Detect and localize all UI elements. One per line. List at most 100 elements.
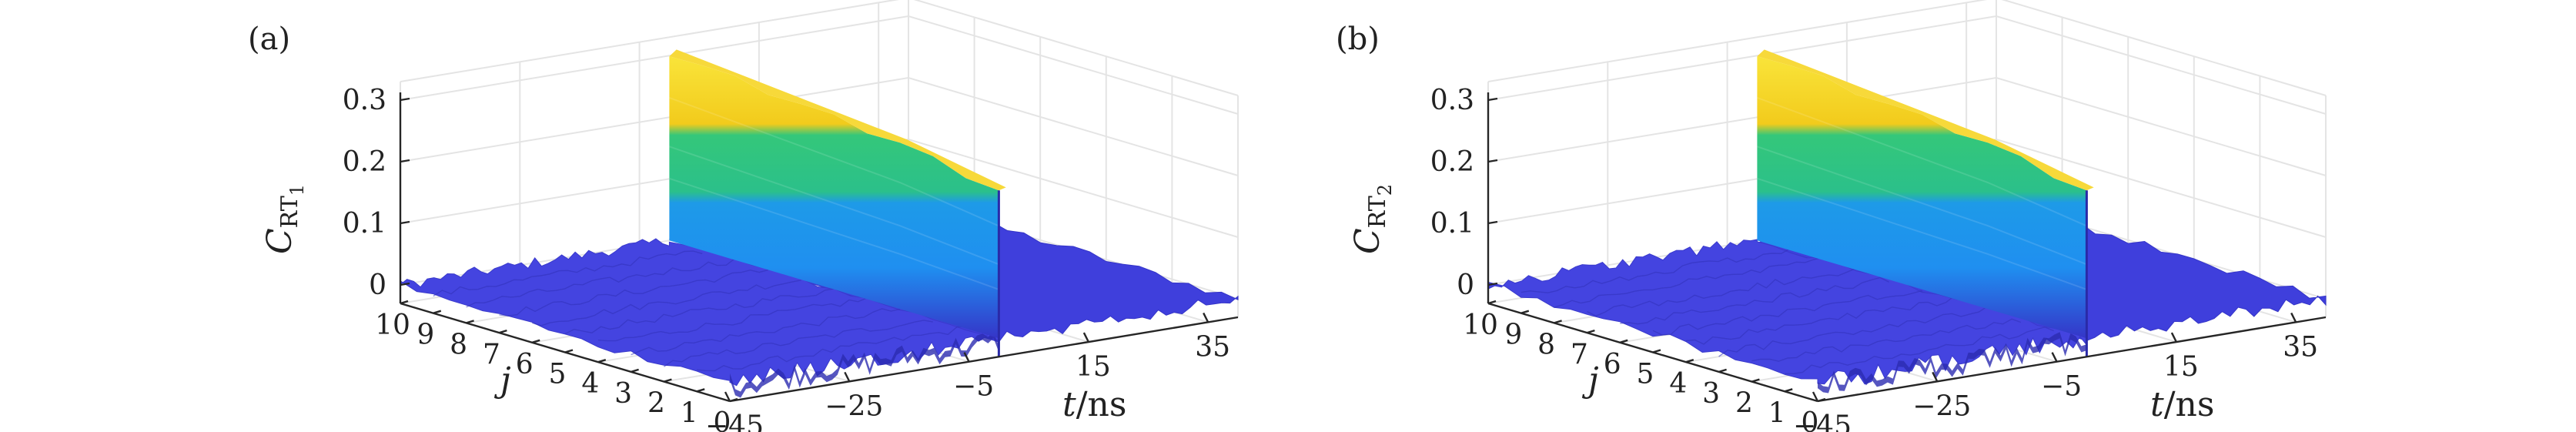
t-tick	[963, 352, 970, 363]
t-ticks: −45 −25 −5 15 35	[1793, 312, 2318, 432]
t-tick-label: −5	[953, 371, 994, 403]
j-tick	[1784, 388, 1793, 393]
t-tick-label: 15	[2163, 351, 2199, 383]
surface-ridge	[1685, 295, 1955, 345]
j-tick-label: 10	[1463, 310, 1498, 341]
surface-ridge	[531, 280, 801, 327]
peak-wall-top	[1757, 49, 2094, 191]
j-tick	[664, 378, 672, 383]
j-tick	[466, 320, 474, 324]
t-axis-line	[729, 316, 1239, 403]
j-tick-label: 2	[647, 388, 665, 420]
t-tick-label: −5	[2041, 371, 2082, 403]
t-tick	[2290, 312, 2297, 323]
j-tick-label: 4	[581, 368, 599, 400]
peak-wall	[669, 56, 999, 339]
gridline	[1487, 0, 2327, 96]
surface-ridge	[433, 250, 703, 297]
j-tick	[531, 339, 540, 343]
gridline	[400, 76, 1239, 176]
gridline	[400, 138, 1239, 238]
t-axis-line	[1817, 316, 2327, 403]
t-tick-label: −45	[1793, 410, 1852, 432]
j-tick-label: 8	[1537, 329, 1555, 360]
surface	[1487, 49, 2327, 393]
z-tick-label: 0.2	[343, 146, 386, 178]
j-tick-label: 10	[375, 310, 410, 341]
j-tick	[597, 359, 607, 363]
j-tick	[564, 349, 574, 353]
j-tick	[499, 329, 507, 334]
peak-band	[1757, 146, 2087, 266]
surface-ridge	[564, 288, 835, 335]
z-ticks: 0 0.1 0.2 0.3	[343, 85, 410, 301]
j-tick	[1685, 359, 1694, 363]
t-tick	[1082, 332, 1089, 343]
j-tick-label: 4	[1669, 368, 1687, 400]
peak-wall	[1757, 56, 2087, 339]
peak-band	[1757, 96, 2087, 227]
z-tick-label: 0	[369, 270, 386, 301]
gridline	[1487, 15, 2327, 115]
surface-ridge	[1521, 248, 1791, 293]
j-tick	[1521, 310, 1530, 314]
j-tick	[400, 300, 409, 305]
surface-ridge	[1652, 290, 1922, 336]
t-tick-label: 15	[1076, 351, 1111, 383]
surface-edge	[730, 332, 999, 398]
surface-ridge	[499, 269, 768, 316]
peak-band	[669, 177, 999, 290]
j-tick-label: 3	[1702, 378, 1720, 410]
j-tick	[696, 388, 705, 393]
t-axis-label: t/ns	[2150, 385, 2214, 424]
surface-ridge	[1785, 327, 2054, 374]
surface-ridge	[1554, 256, 1824, 308]
j-tick	[1652, 349, 1661, 353]
t-ticks: −45 −25 −5 15 35	[705, 312, 1230, 432]
j-tick-label: 5	[1637, 359, 1654, 390]
gridline	[1487, 138, 2327, 238]
t-tick	[2051, 352, 2058, 363]
j-tick-label: 5	[549, 359, 567, 390]
j-tick	[631, 368, 639, 373]
t-tick	[2170, 332, 2177, 343]
gridline	[1487, 76, 2327, 176]
j-tick	[1487, 300, 1497, 305]
z-axis-label: CRT2	[1348, 184, 1396, 254]
surface-ridge	[1587, 267, 1857, 316]
z-tick	[1487, 282, 1498, 286]
gridline	[400, 15, 1239, 115]
t-tick	[1203, 312, 1209, 323]
j-tick-label: 9	[1504, 320, 1522, 351]
z-tick	[1487, 159, 1498, 163]
j-tick-label: 1	[681, 397, 698, 429]
j-tick-label: 7	[483, 339, 500, 370]
j-tick-label: 0	[1802, 407, 1819, 432]
j-tick-label: 2	[1735, 388, 1753, 420]
z-tick-label: 0	[1457, 270, 1474, 301]
j-tick	[1817, 397, 1826, 403]
z-tick-label: 0.3	[343, 85, 386, 116]
gridline	[400, 0, 1239, 96]
j-tick-label: 8	[450, 329, 467, 360]
j-tick-label: 9	[417, 320, 434, 351]
j-tick-label: 6	[516, 349, 534, 380]
t-tick-label: −25	[825, 390, 883, 422]
surface	[400, 49, 1239, 398]
surface-edge	[1818, 332, 2087, 393]
z-tick	[400, 97, 410, 102]
j-tick-label: 1	[1768, 397, 1786, 429]
surface-ridge	[466, 257, 736, 308]
z-axis-label: CRT1	[260, 184, 308, 254]
j-tick-label: 6	[1604, 349, 1621, 380]
peak-band	[669, 96, 999, 227]
j-tick	[1619, 339, 1628, 343]
z-tick	[400, 159, 410, 163]
peak-band	[1757, 177, 2087, 290]
t-tick	[844, 371, 851, 382]
z-tick-label: 0.1	[343, 208, 386, 239]
